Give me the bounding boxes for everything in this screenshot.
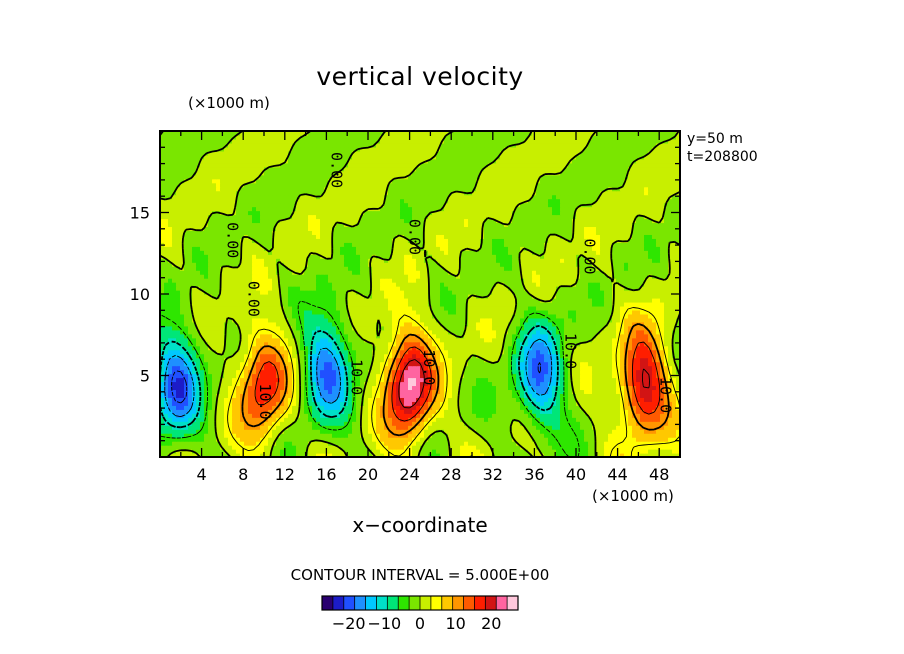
contour-interval-label: CONTOUR INTERVAL = 5.000E+00 (290, 566, 550, 584)
colorbar-swatch (387, 596, 399, 610)
colorbar-swatch (452, 596, 464, 610)
contour-line (164, 338, 553, 417)
colorbar-frame (321, 595, 519, 611)
contour-labels: 0.00 0.00 0.00 0.00 0.00 10.0 10.0 10.0 10.0 10.0 (224, 152, 675, 420)
contour-label: 0.00 (580, 238, 598, 274)
colorbar: −20 −10 0 10 20 (321, 595, 519, 633)
colorbar-swatch (365, 596, 377, 610)
colorbar-swatch (376, 596, 388, 610)
contour-line (254, 341, 661, 422)
colorbar-swatch (496, 596, 508, 610)
contour-label: 10.0 (256, 384, 274, 420)
contour-label: 0.00 (328, 152, 346, 188)
colorbar-swatch (485, 596, 497, 610)
contour-line (171, 362, 542, 404)
x-tick-label: 20 (358, 465, 378, 484)
contour-label: 0.00 (244, 281, 262, 317)
colorbar-swatch (409, 596, 421, 610)
y-tick-label: 10 (130, 285, 150, 304)
colorbar-swatch (343, 596, 356, 610)
colorbar-swatch (354, 596, 366, 610)
x-tick-label: 24 (399, 465, 419, 484)
chart-title: vertical velocity (316, 62, 524, 91)
x-tick-label: 12 (275, 465, 295, 484)
x-tick-label: 36 (524, 465, 544, 484)
y-position-label: y=50 m (687, 131, 743, 147)
x-tick-label: 44 (607, 465, 627, 484)
colorbar-tick-label: −10 (367, 614, 401, 633)
colorbar-swatch (463, 596, 475, 610)
contour-label: 10.0 (347, 359, 365, 395)
contour-line (227, 307, 680, 457)
y-tick-label: 5 (140, 367, 150, 386)
colorbar-swatch (322, 596, 334, 610)
colorbar-swatch (430, 596, 443, 610)
y-axis-unit: (×1000 m) (188, 94, 270, 112)
contour-label: 10.0 (420, 349, 438, 385)
x-tick-label: 48 (649, 465, 669, 484)
colorbar-swatch (332, 596, 345, 610)
x-axis-unit: (×1000 m) (592, 487, 674, 505)
colorbar-swatch (398, 596, 410, 610)
contour-label: 10.0 (656, 377, 674, 413)
contour-label: 10.0 (562, 333, 580, 369)
velocity-field (160, 131, 680, 457)
contour-line (241, 322, 670, 437)
contour-line (398, 359, 650, 409)
contour-line (160, 300, 580, 457)
colorbar-swatch (474, 596, 486, 610)
x-tick-label: 40 (566, 465, 586, 484)
colorbar-tick-label: 10 (445, 614, 465, 633)
x-tick-label: 32 (483, 465, 503, 484)
time-label: t=208800 (687, 149, 758, 165)
y-tick-label: 15 (130, 204, 150, 223)
colorbar-tick-label: 20 (481, 614, 501, 633)
colorbar-swatch (507, 596, 519, 610)
x-tick-label: 4 (197, 465, 207, 484)
colorbar-tick-label: 0 (415, 614, 425, 633)
colorbar-swatch (441, 596, 454, 610)
contour-line (160, 131, 680, 457)
colorbar-tick-label: −20 (332, 614, 366, 633)
contour-label: 0.00 (406, 219, 424, 255)
x-tick-label: 8 (238, 465, 248, 484)
contour-label: 0.00 (224, 222, 242, 258)
x-axis-label: x−coordinate (352, 513, 488, 537)
x-tick-label: 28 (441, 465, 461, 484)
x-tick-label: 16 (316, 465, 336, 484)
colorbar-swatch (420, 596, 432, 610)
